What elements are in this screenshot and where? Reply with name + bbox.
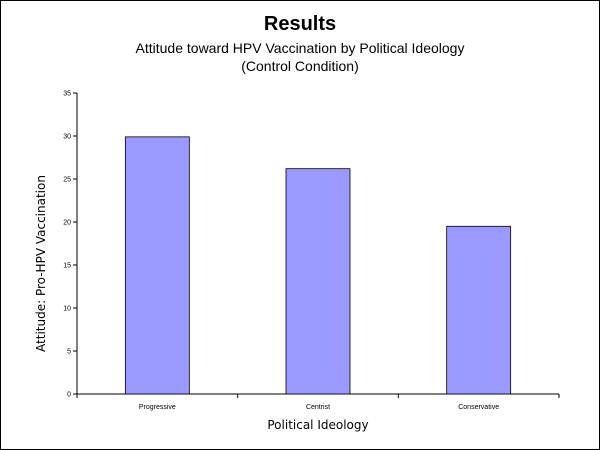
y-tick-label: 30 [63,134,71,141]
x-tick-label: Conservative [458,404,499,411]
x-axis-title: Political Ideology [267,418,368,432]
bar-progressive [124,136,190,395]
chart-subtitle-line-2: (Control Condition) [241,58,359,74]
y-axis-title: Attitude: Pro-HPV Vaccination [34,175,48,352]
y-tick-label: 35 [63,91,71,98]
y-tick-label: 5 [67,349,71,356]
y-tick-label: 25 [63,177,71,184]
bar-conservative [446,225,512,395]
y-tick-label: 15 [63,263,71,270]
x-tick-label: Centrist [306,404,330,411]
y-tick-label: 10 [63,306,71,313]
bar-centrist [285,168,351,395]
y-tick-label: 0 [67,392,71,399]
x-tick-label: Progressive [139,404,176,411]
chart-subtitle-line-1: Attitude toward HPV Vaccination by Polit… [135,40,465,56]
y-tick-label: 20 [63,220,71,227]
chart-title: Results [263,13,337,35]
